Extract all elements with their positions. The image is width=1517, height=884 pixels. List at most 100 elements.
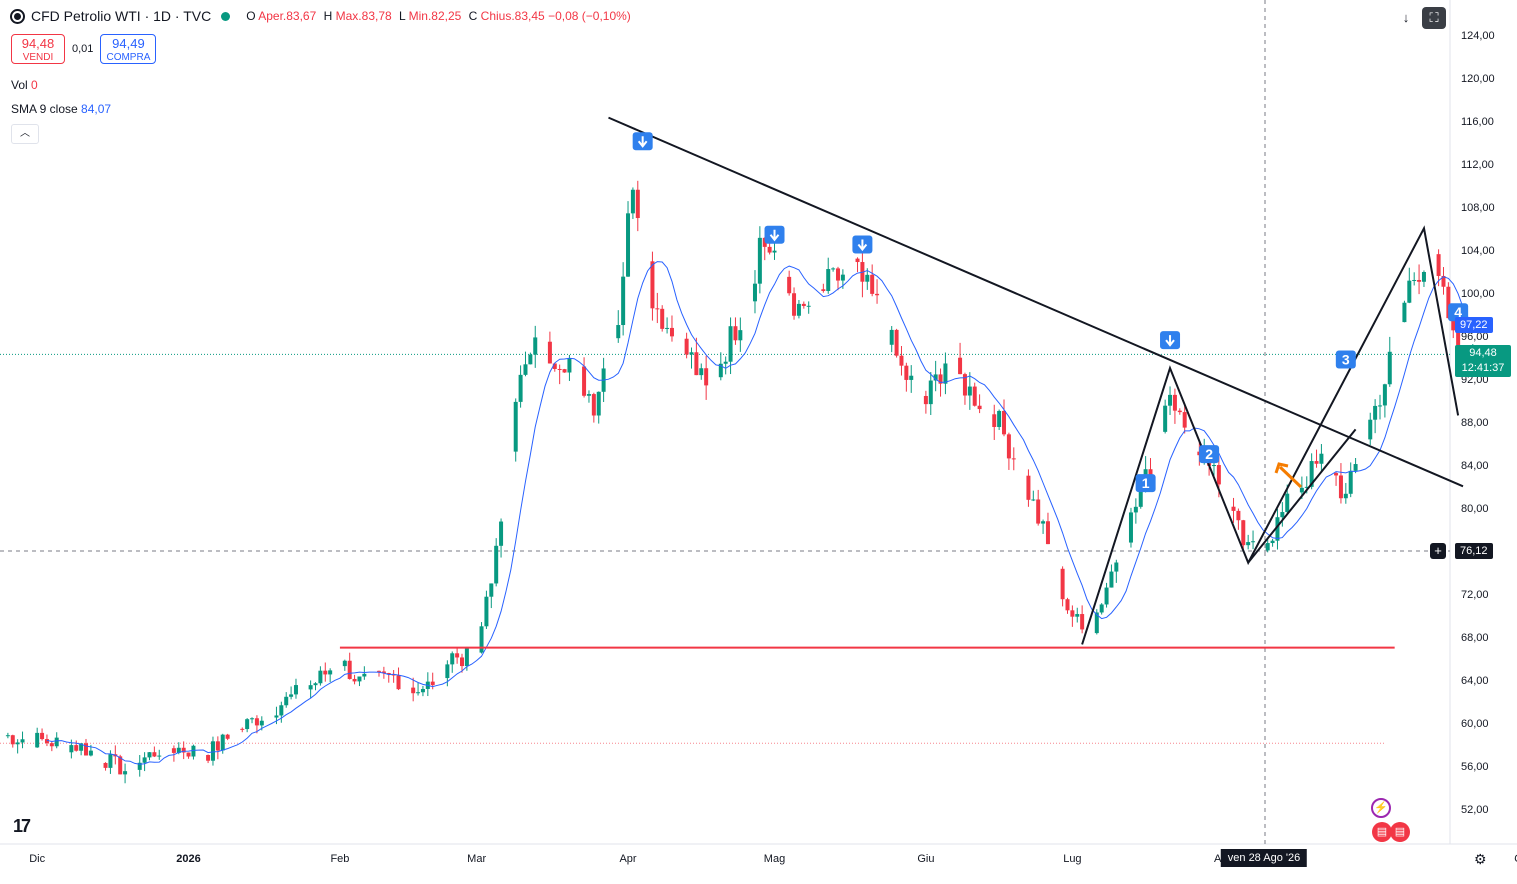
- candle-body: [1304, 486, 1309, 488]
- candle-body: [772, 250, 777, 253]
- candle-body: [1348, 470, 1353, 494]
- candle: [1163, 399, 1168, 434]
- candle-body: [1382, 384, 1387, 406]
- orange-arrow-icon: [1278, 465, 1303, 489]
- price-tick-label: 80,00: [1461, 503, 1489, 515]
- candle-body: [445, 664, 450, 679]
- candle-body: [40, 732, 45, 740]
- candle-body: [669, 327, 674, 337]
- candle-body: [894, 329, 899, 356]
- candle: [254, 715, 259, 734]
- candle-body: [518, 374, 523, 402]
- add-alert-icon[interactable]: +: [1430, 543, 1446, 559]
- sma-legend[interactable]: SMA 9 close 84,07: [11, 102, 112, 116]
- symbol-header[interactable]: CFD Petrolio WTI · 1D · TVC O Aper.83,67…: [10, 8, 631, 24]
- download-icon[interactable]: ↓: [1402, 10, 1410, 25]
- candle: [489, 583, 494, 609]
- crosshair-price-tag: 76,12: [1455, 543, 1493, 559]
- candle-body: [1006, 434, 1011, 459]
- wave-label-box: [1448, 303, 1469, 322]
- candle-body: [875, 293, 880, 296]
- candle-body: [596, 391, 601, 416]
- candle-body: [123, 771, 128, 775]
- bar-countdown: 12:41:37: [1461, 362, 1505, 374]
- price-tick-label: 56,00: [1461, 761, 1489, 773]
- us-flag-icon[interactable]: ▤: [1372, 822, 1392, 842]
- symbol-icon: [10, 8, 25, 24]
- candle-body: [933, 374, 938, 381]
- candle: [1441, 267, 1446, 295]
- candle: [875, 279, 880, 304]
- time-tick-label: Giu: [917, 853, 935, 865]
- candle: [723, 356, 728, 375]
- candle-body: [293, 685, 298, 695]
- candle-body: [694, 352, 699, 376]
- candle-body: [157, 755, 162, 757]
- candle-body: [1075, 614, 1080, 617]
- drawings: [339, 116, 1464, 649]
- candle-body: [591, 394, 596, 416]
- candle-body: [411, 687, 416, 694]
- collapse-legend-button[interactable]: ︿: [11, 124, 39, 144]
- candle-body: [484, 596, 489, 627]
- candle-body: [616, 325, 621, 339]
- price-tick-label: 104,00: [1461, 245, 1495, 257]
- price-tick-label: 112,00: [1461, 159, 1494, 171]
- candle-body: [1031, 499, 1036, 501]
- marker-arrow: [857, 239, 868, 252]
- candle-body: [181, 747, 186, 753]
- candle-body: [420, 688, 425, 693]
- candle: [499, 518, 504, 558]
- sma9-line: [46, 261, 1474, 765]
- tradingview-logo-icon: 17: [13, 816, 31, 836]
- candle-body: [430, 681, 435, 686]
- price-tick-label: 84,00: [1461, 460, 1489, 472]
- candle: [889, 326, 894, 353]
- price-tick-label: 72,00: [1461, 589, 1489, 601]
- candle: [967, 372, 972, 410]
- price-tick-label: 100,00: [1461, 288, 1495, 300]
- fullscreen-icon[interactable]: ⛶: [1422, 7, 1446, 29]
- candle-body: [1002, 410, 1007, 435]
- candle: [518, 365, 523, 408]
- volume-legend[interactable]: Vol 0: [11, 78, 38, 92]
- wave-label-3: 3: [1335, 350, 1356, 369]
- candle-body: [455, 653, 460, 658]
- candle: [655, 292, 660, 324]
- candle-body: [35, 732, 40, 748]
- candle: [943, 352, 948, 395]
- candle-body: [821, 289, 826, 291]
- candle-body: [460, 657, 465, 667]
- lightning-icon[interactable]: ⚡: [1371, 798, 1391, 818]
- candle: [1114, 559, 1119, 583]
- settings-gear-icon[interactable]: ⚙: [1474, 851, 1487, 867]
- candle-body: [245, 719, 250, 730]
- symbol-title[interactable]: CFD Petrolio WTI · 1D · TVC: [31, 8, 212, 24]
- sell-button[interactable]: 94,48 VENDI: [11, 34, 65, 64]
- candle: [479, 622, 484, 654]
- candle-body: [396, 675, 401, 690]
- candle: [289, 686, 294, 700]
- marker-arrow: [1165, 335, 1175, 347]
- buy-button[interactable]: 94,49 COMPRA: [100, 34, 157, 64]
- candle: [396, 667, 401, 691]
- candle-body: [1319, 453, 1324, 464]
- candle: [923, 390, 928, 414]
- candle-body: [103, 762, 108, 768]
- candle: [1246, 534, 1251, 550]
- candle-body: [972, 386, 977, 406]
- us-flag-icon-2[interactable]: ▤: [1390, 822, 1410, 842]
- candle-body: [352, 678, 357, 682]
- candle-body: [992, 414, 997, 427]
- candle-body: [1241, 520, 1246, 546]
- candle-body: [1231, 506, 1236, 511]
- candle-body: [137, 762, 142, 770]
- candle: [689, 347, 694, 369]
- candle: [455, 647, 460, 664]
- candle-body: [1036, 499, 1041, 524]
- market-status-icon: [221, 11, 231, 21]
- candle: [972, 382, 977, 407]
- candle-body: [15, 742, 20, 745]
- price-tick-label: 116,00: [1461, 116, 1494, 128]
